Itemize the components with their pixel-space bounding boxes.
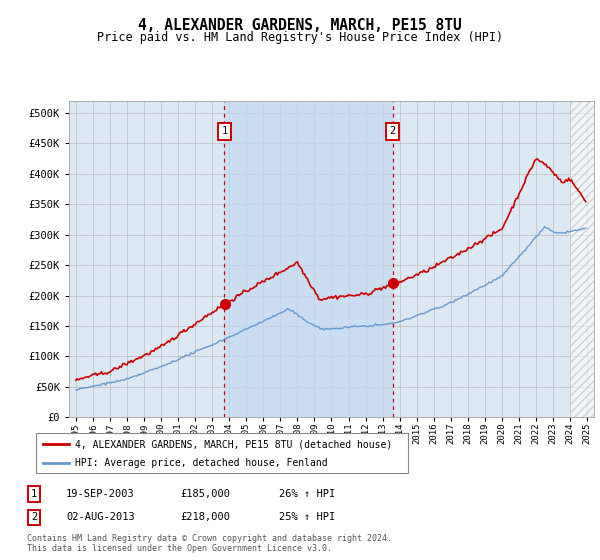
- Text: HPI: Average price, detached house, Fenland: HPI: Average price, detached house, Fenl…: [75, 458, 328, 468]
- Text: 4, ALEXANDER GARDENS, MARCH, PE15 8TU (detached house): 4, ALEXANDER GARDENS, MARCH, PE15 8TU (d…: [75, 439, 392, 449]
- Text: Price paid vs. HM Land Registry's House Price Index (HPI): Price paid vs. HM Land Registry's House …: [97, 31, 503, 44]
- Text: 26% ↑ HPI: 26% ↑ HPI: [279, 489, 335, 499]
- Text: 2: 2: [390, 126, 396, 136]
- Text: 4, ALEXANDER GARDENS, MARCH, PE15 8TU: 4, ALEXANDER GARDENS, MARCH, PE15 8TU: [138, 18, 462, 33]
- Text: 02-AUG-2013: 02-AUG-2013: [66, 512, 135, 522]
- Text: 2: 2: [31, 512, 37, 522]
- Text: £218,000: £218,000: [180, 512, 230, 522]
- Text: 1: 1: [31, 489, 37, 499]
- Text: 1: 1: [221, 126, 227, 136]
- Text: Contains HM Land Registry data © Crown copyright and database right 2024.
This d: Contains HM Land Registry data © Crown c…: [27, 534, 392, 553]
- Text: 25% ↑ HPI: 25% ↑ HPI: [279, 512, 335, 522]
- Bar: [570, 101, 594, 417]
- Text: 19-SEP-2003: 19-SEP-2003: [66, 489, 135, 499]
- Text: £185,000: £185,000: [180, 489, 230, 499]
- Bar: [224, 101, 393, 417]
